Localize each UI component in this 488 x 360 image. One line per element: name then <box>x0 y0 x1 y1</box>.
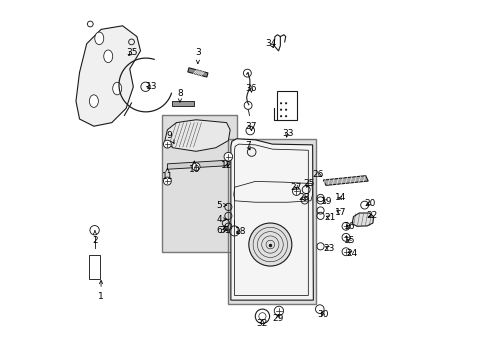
Text: 2: 2 <box>92 231 98 246</box>
Circle shape <box>163 140 171 148</box>
Text: 21: 21 <box>324 213 335 222</box>
Text: 4: 4 <box>216 215 226 224</box>
Bar <box>162 116 237 252</box>
Text: 9: 9 <box>166 131 174 143</box>
Circle shape <box>285 109 286 111</box>
Text: 32: 32 <box>256 319 267 328</box>
Text: 14: 14 <box>334 193 346 202</box>
Text: 13: 13 <box>145 82 157 91</box>
Polygon shape <box>351 213 373 226</box>
Text: 3: 3 <box>195 48 201 63</box>
Text: 26: 26 <box>312 170 324 179</box>
Circle shape <box>280 102 282 104</box>
Bar <box>88 255 100 279</box>
Text: 1: 1 <box>98 280 104 301</box>
Bar <box>277 91 297 120</box>
Text: 7: 7 <box>244 141 250 150</box>
Ellipse shape <box>95 32 103 45</box>
Circle shape <box>341 233 349 241</box>
Circle shape <box>341 222 349 230</box>
Polygon shape <box>187 68 207 77</box>
Text: 20: 20 <box>364 199 375 208</box>
Text: 24: 24 <box>346 249 357 258</box>
Text: 19: 19 <box>321 197 332 206</box>
Text: 23: 23 <box>323 244 334 253</box>
Text: 35: 35 <box>125 48 137 57</box>
Circle shape <box>292 188 300 195</box>
Circle shape <box>163 177 171 185</box>
Circle shape <box>341 248 349 256</box>
Ellipse shape <box>112 82 122 95</box>
Polygon shape <box>164 120 230 151</box>
Polygon shape <box>76 26 140 126</box>
Bar <box>172 101 193 107</box>
Text: 25: 25 <box>303 179 314 188</box>
Circle shape <box>248 223 291 266</box>
Text: 11: 11 <box>162 168 173 181</box>
Polygon shape <box>323 176 367 185</box>
Ellipse shape <box>103 50 112 63</box>
Circle shape <box>285 102 286 104</box>
Text: 12: 12 <box>221 161 232 170</box>
Circle shape <box>280 115 282 117</box>
Circle shape <box>255 309 269 323</box>
Text: 22: 22 <box>366 211 377 220</box>
Text: 8: 8 <box>177 89 183 102</box>
Circle shape <box>224 152 232 161</box>
Text: 28: 28 <box>297 193 309 202</box>
Text: 27: 27 <box>290 183 301 192</box>
Circle shape <box>285 115 286 117</box>
Polygon shape <box>230 139 313 300</box>
Circle shape <box>280 109 282 111</box>
Bar <box>228 139 316 304</box>
Text: 37: 37 <box>244 122 256 131</box>
Text: 29: 29 <box>272 314 284 323</box>
Circle shape <box>192 163 200 171</box>
Text: 30: 30 <box>316 310 328 319</box>
Text: 18: 18 <box>235 228 246 237</box>
Text: 16: 16 <box>343 222 355 231</box>
Ellipse shape <box>89 95 98 107</box>
Text: 17: 17 <box>334 208 346 217</box>
Polygon shape <box>167 160 228 169</box>
Circle shape <box>274 306 283 316</box>
Text: 36: 36 <box>244 84 256 93</box>
Text: 33: 33 <box>281 129 293 138</box>
Text: 34: 34 <box>265 39 277 48</box>
Text: 10: 10 <box>188 161 200 174</box>
Text: 15: 15 <box>343 237 355 246</box>
Text: 5: 5 <box>216 201 226 210</box>
Text: 31: 31 <box>219 226 230 235</box>
Text: 6: 6 <box>216 226 226 235</box>
